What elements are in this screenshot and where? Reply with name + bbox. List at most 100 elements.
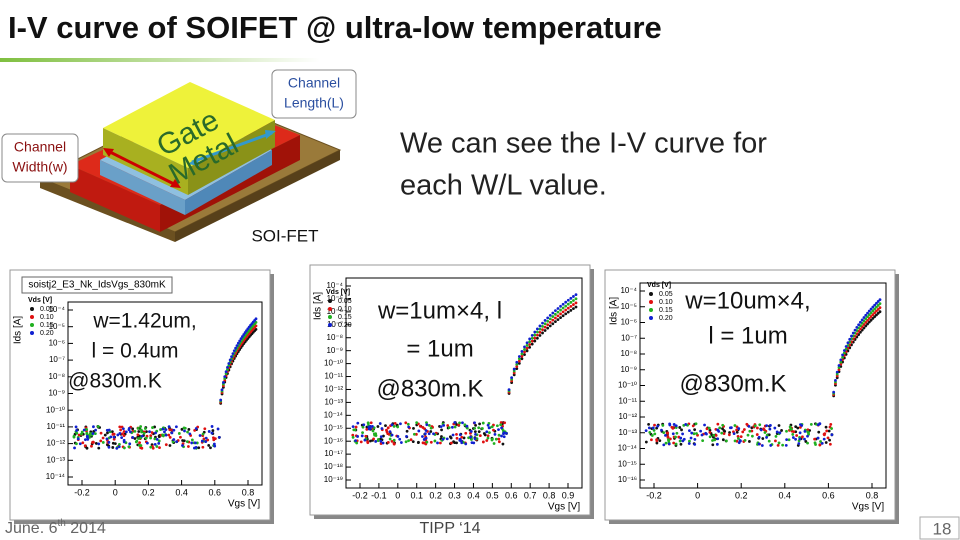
curve-point — [254, 317, 258, 321]
noise-point — [149, 445, 153, 449]
noise-point — [485, 430, 489, 434]
noise-point — [699, 429, 703, 433]
curve-point — [546, 323, 550, 327]
noise-point — [150, 431, 154, 434]
curve-point — [530, 336, 534, 340]
curve-point — [876, 311, 880, 315]
noise-point — [713, 438, 717, 442]
curve-point — [862, 316, 866, 319]
noise-point — [809, 422, 813, 426]
noise-point — [694, 422, 698, 426]
noise-point — [482, 432, 486, 435]
noise-point — [175, 440, 178, 444]
noise-point — [794, 425, 798, 429]
noise-point — [362, 423, 366, 427]
noise-point — [168, 444, 172, 447]
x-tick-label: 0.4 — [175, 487, 188, 497]
curve-point — [564, 300, 568, 304]
noise-point — [372, 437, 375, 441]
noise-point — [438, 441, 442, 445]
noise-point — [690, 431, 694, 435]
noise-point — [161, 427, 165, 431]
noise-point — [451, 433, 455, 437]
curve-point — [873, 315, 877, 319]
noise-point — [388, 430, 392, 434]
curve-point — [867, 309, 871, 313]
curve-point — [523, 348, 526, 351]
plot-area — [345, 277, 583, 489]
noise-point — [407, 425, 411, 429]
curve-point — [507, 388, 511, 392]
noise-point — [162, 434, 165, 438]
noise-point — [828, 438, 831, 442]
noise-point — [785, 438, 789, 442]
curve-point — [530, 339, 534, 343]
noise-point — [758, 423, 762, 427]
noise-point — [99, 431, 103, 435]
channel-width-label: Channel — [14, 139, 66, 155]
curve-point — [871, 309, 875, 313]
noise-point — [82, 428, 86, 432]
curve-point — [217, 436, 221, 439]
noise-point — [789, 428, 792, 431]
curve-point — [517, 361, 521, 365]
noise-point — [103, 433, 107, 437]
plot: Ids [A] Vgs [V] 10⁻⁴ 10⁻⁵ 10⁻⁶ 10⁻⁷ 10⁻⁸ 10⁻⁹ 10… — [604, 269, 899, 524]
curve-point — [871, 317, 875, 320]
curve-point — [236, 341, 240, 345]
noise-point — [451, 425, 454, 429]
curve-point — [875, 309, 878, 313]
noise-point — [427, 423, 431, 427]
noise-point — [452, 440, 455, 444]
y-tick-label: 10⁻⁵ — [621, 302, 637, 311]
noise-point — [379, 435, 383, 439]
x-tick-label: 0.6 — [822, 490, 835, 500]
noise-point — [672, 441, 676, 445]
legend-entry: 0.05 — [338, 298, 352, 305]
noise-point — [814, 443, 817, 446]
noise-point — [181, 444, 184, 447]
noise-point — [168, 428, 172, 432]
noise-point — [784, 443, 788, 447]
noise-point — [207, 443, 211, 447]
plot-title-box — [21, 276, 173, 294]
y-tick-label: 10⁻¹⁵ — [324, 423, 343, 432]
noise-point — [361, 425, 365, 429]
noise-point — [117, 445, 121, 449]
noise-point — [799, 423, 802, 427]
noise-point — [127, 445, 131, 449]
noise-point — [671, 426, 675, 430]
noise-point — [661, 423, 665, 427]
noise-point — [127, 428, 131, 432]
noise-point — [767, 433, 771, 437]
noise-point — [461, 421, 464, 425]
curve-point — [548, 313, 552, 317]
noise-point — [502, 432, 505, 436]
noise-point — [415, 421, 419, 425]
noise-point — [475, 437, 479, 441]
curve-point — [569, 300, 573, 304]
noise-point — [124, 430, 128, 434]
noise-point — [748, 429, 752, 433]
x-tick-label: 0.2 — [429, 490, 442, 500]
curve-point — [528, 343, 532, 346]
noise-point — [460, 441, 464, 445]
noise-point — [190, 438, 194, 442]
plot-annotation: w=1um×4, l — [377, 297, 502, 324]
curve-point — [569, 304, 573, 308]
noise-point — [497, 433, 501, 437]
curve-point — [574, 293, 578, 297]
curve-point — [878, 306, 882, 310]
curve-point — [551, 322, 555, 326]
noise-point — [170, 431, 174, 435]
curve-point — [871, 305, 875, 309]
noise-point — [704, 431, 708, 435]
curve-point — [535, 333, 539, 337]
channel-length-label: Length(L) — [284, 95, 344, 111]
noise-point — [679, 436, 683, 440]
noise-point — [794, 430, 798, 434]
noise-point — [201, 445, 205, 449]
noise-point — [204, 436, 208, 440]
noise-point — [672, 423, 676, 426]
noise-point — [164, 443, 168, 447]
